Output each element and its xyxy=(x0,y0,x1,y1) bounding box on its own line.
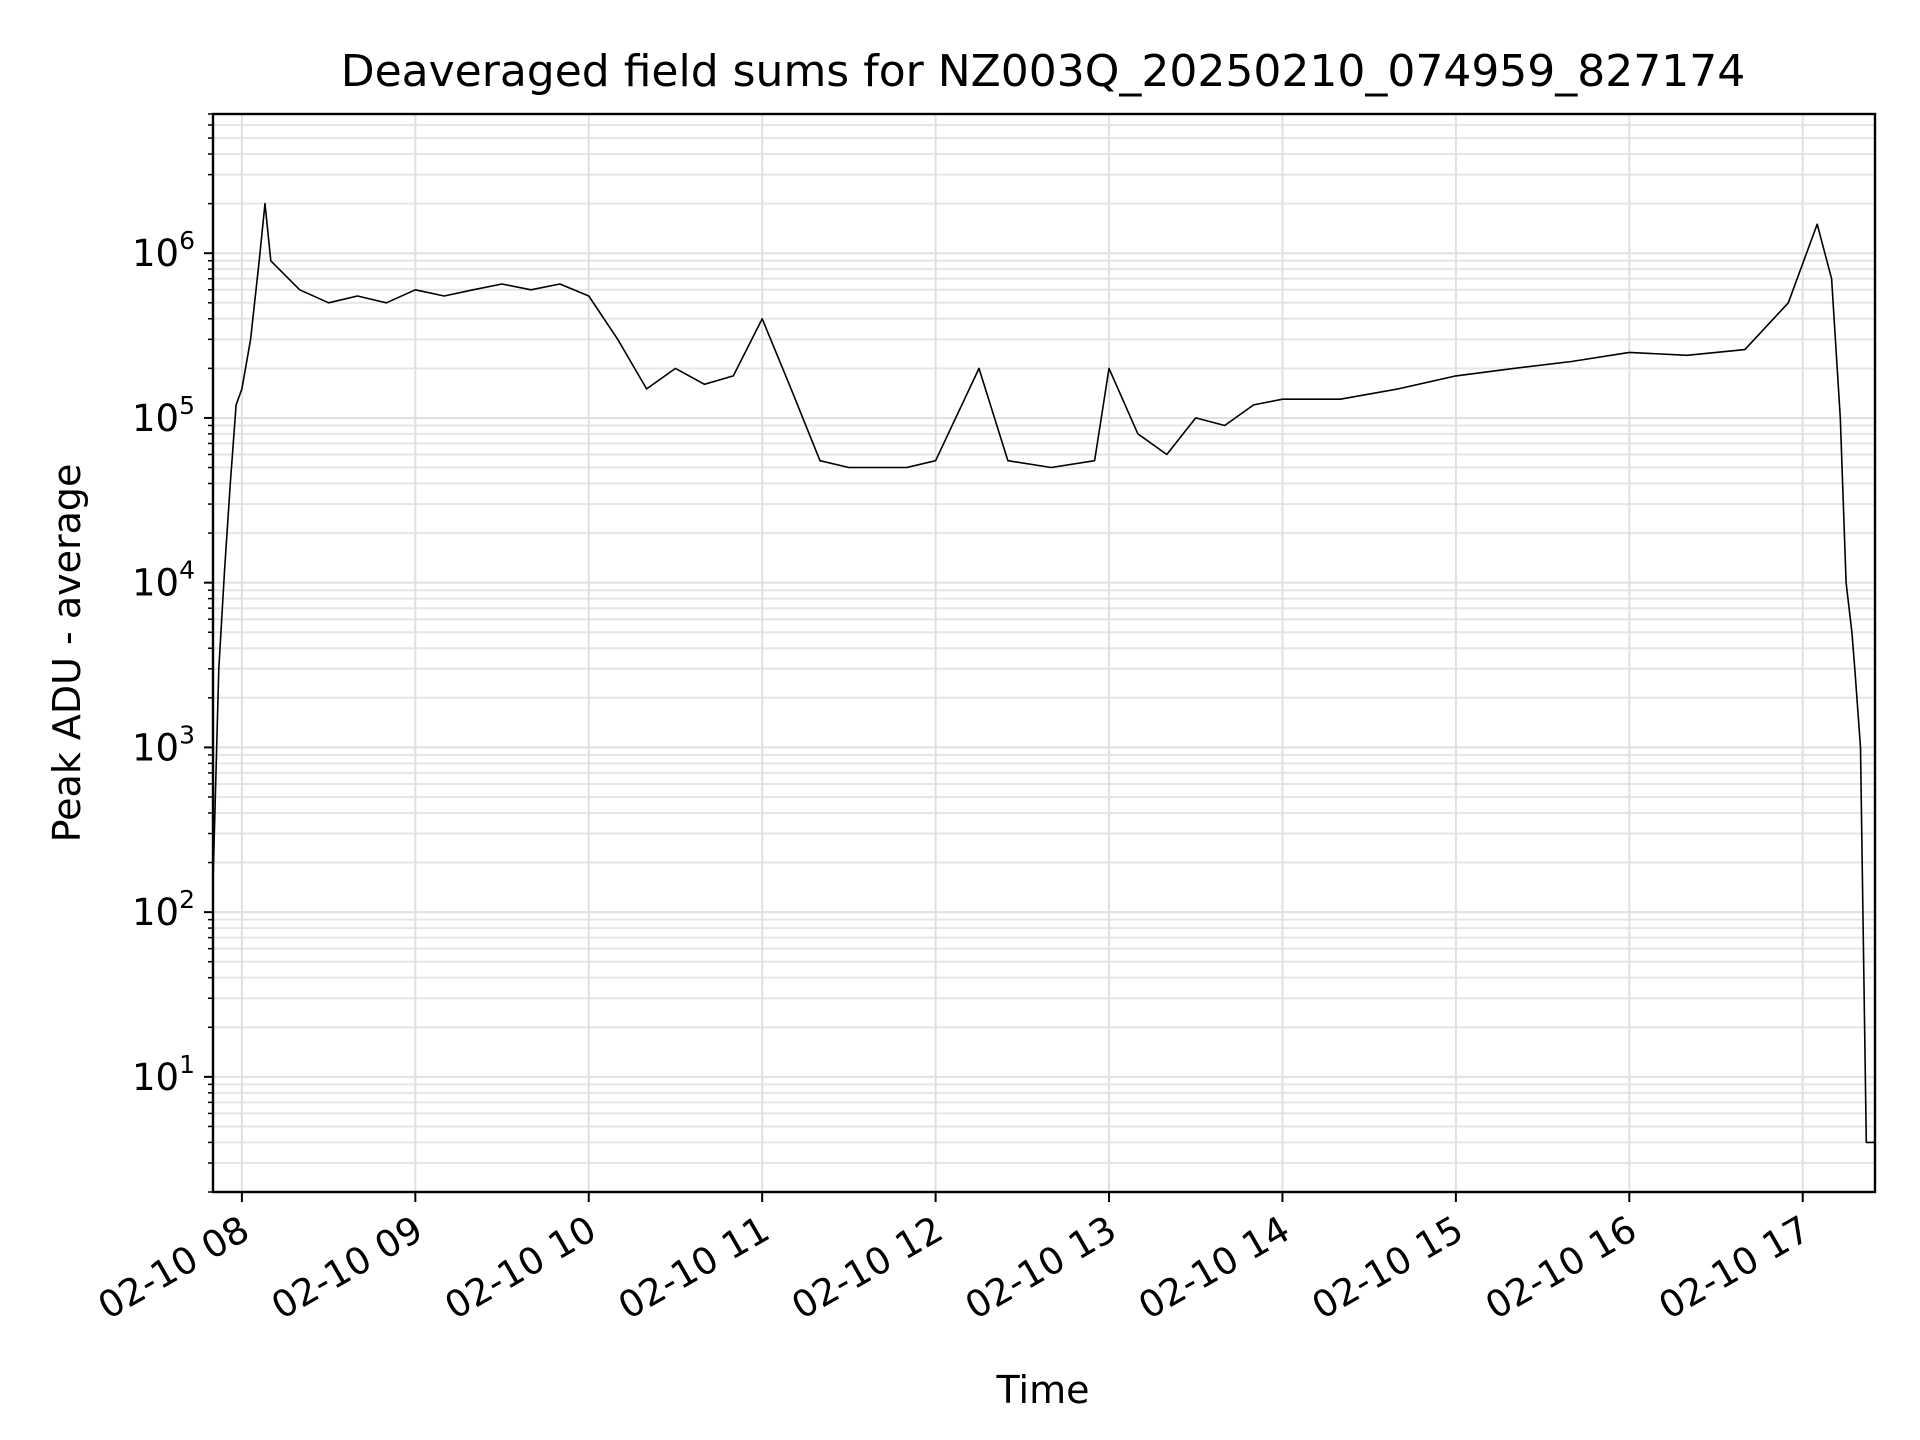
y-tick-label: 104 xyxy=(132,556,195,605)
y-axis-ticks: 101 102 103 104 105 106 xyxy=(132,113,213,1193)
series-layer xyxy=(212,202,1875,1144)
y-tick-label: 105 xyxy=(132,391,195,440)
y-tick-label: 102 xyxy=(132,885,195,934)
major-gridlines xyxy=(213,114,1875,1192)
chart-title: Deaveraged field sums for NZ003Q_2025021… xyxy=(341,46,1746,97)
plot-background xyxy=(213,114,1875,1192)
minor-gridlines xyxy=(213,113,1875,1193)
plot-frame xyxy=(211,112,1877,1194)
y-tick-label: 101 xyxy=(132,1050,195,1099)
x-axis-label: Time xyxy=(996,1368,1090,1412)
y-tick-label: 106 xyxy=(132,226,195,275)
y-axis-label: Peak ADU - average xyxy=(45,464,89,843)
series-line-0 xyxy=(212,202,1875,1144)
y-tick-label: 103 xyxy=(132,720,195,769)
